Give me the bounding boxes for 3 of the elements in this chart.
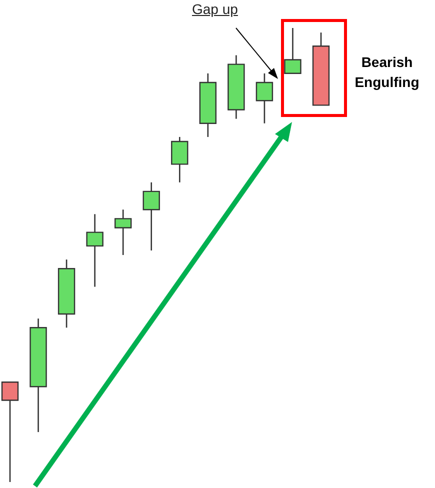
text: Gap up — [192, 1, 238, 17]
candlestick — [284, 27, 302, 74]
text: Bearish Engulfing — [354, 53, 420, 92]
